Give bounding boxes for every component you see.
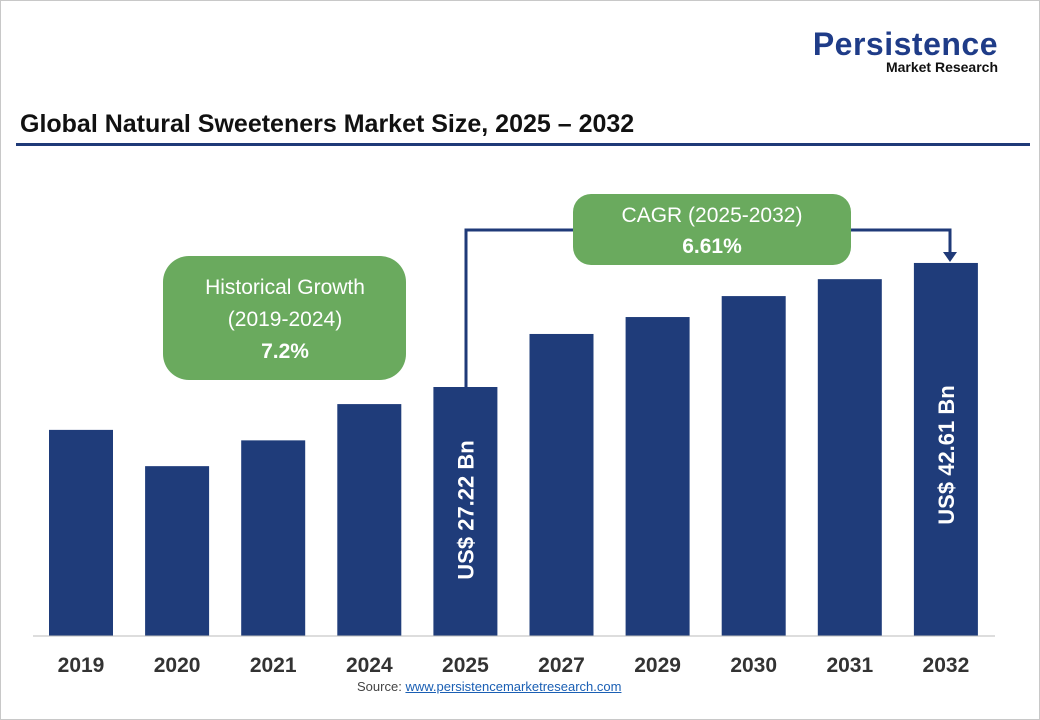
bar-2031 (817, 279, 882, 636)
historical-callout: Historical Growth (2019-2024) 7.2% (163, 256, 406, 380)
x-tick-label: 2031 (826, 654, 873, 677)
bar-2020 (145, 466, 210, 636)
logo: Persistence Market Research (813, 28, 998, 74)
historical-period: (2019-2024) (228, 308, 342, 331)
arrow-head-icon (943, 252, 957, 262)
logo-main: Persistence (812, 26, 998, 62)
x-tick-label: 2032 (923, 654, 970, 677)
x-tick-label: 2019 (58, 654, 105, 677)
bar-2024 (337, 404, 402, 636)
x-tick-label: 2029 (634, 654, 681, 677)
x-tick-label: 2024 (346, 654, 393, 677)
bar-2027 (529, 333, 594, 636)
data-label-2025: US$ 27.22 Bn (453, 440, 478, 579)
data-label-2032: US$ 42.61 Bn (934, 385, 959, 524)
cagr-callout-box (573, 194, 851, 265)
cagr-label: CAGR (2025-2032) (622, 204, 803, 227)
bar-2029 (625, 317, 690, 636)
x-tick-label: 2020 (154, 654, 201, 677)
source-note: Source: www.persistencemarketresearch.co… (357, 679, 621, 694)
historical-value: 7.2% (261, 340, 309, 363)
cagr-callout: CAGR (2025-2032) 6.61% (573, 194, 851, 265)
chart-title: Global Natural Sweeteners Market Size, 2… (20, 110, 635, 138)
bar-2019 (49, 429, 113, 636)
source-label: Source: (357, 679, 402, 694)
x-tick-label: 2030 (730, 654, 777, 677)
title-underline (16, 143, 1030, 146)
bar-2025 (433, 387, 498, 636)
cagr-line-right (851, 228, 952, 254)
source-link[interactable]: www.persistencemarketresearch.com (405, 679, 622, 694)
x-tick-label: 2021 (250, 654, 297, 677)
historical-label: Historical Growth (205, 276, 365, 299)
x-tick-label: 2025 (442, 654, 489, 677)
x-tick-label: 2027 (538, 654, 585, 677)
cagr-line-left (464, 228, 573, 387)
bar-2021 (241, 440, 306, 636)
historical-callout-box (163, 256, 406, 380)
cagr-value: 6.61% (682, 235, 742, 258)
bar-2030 (721, 296, 786, 636)
bar-2032 (913, 262, 978, 636)
cagr-connector (464, 228, 957, 387)
logo-sub: Market Research (885, 59, 998, 75)
